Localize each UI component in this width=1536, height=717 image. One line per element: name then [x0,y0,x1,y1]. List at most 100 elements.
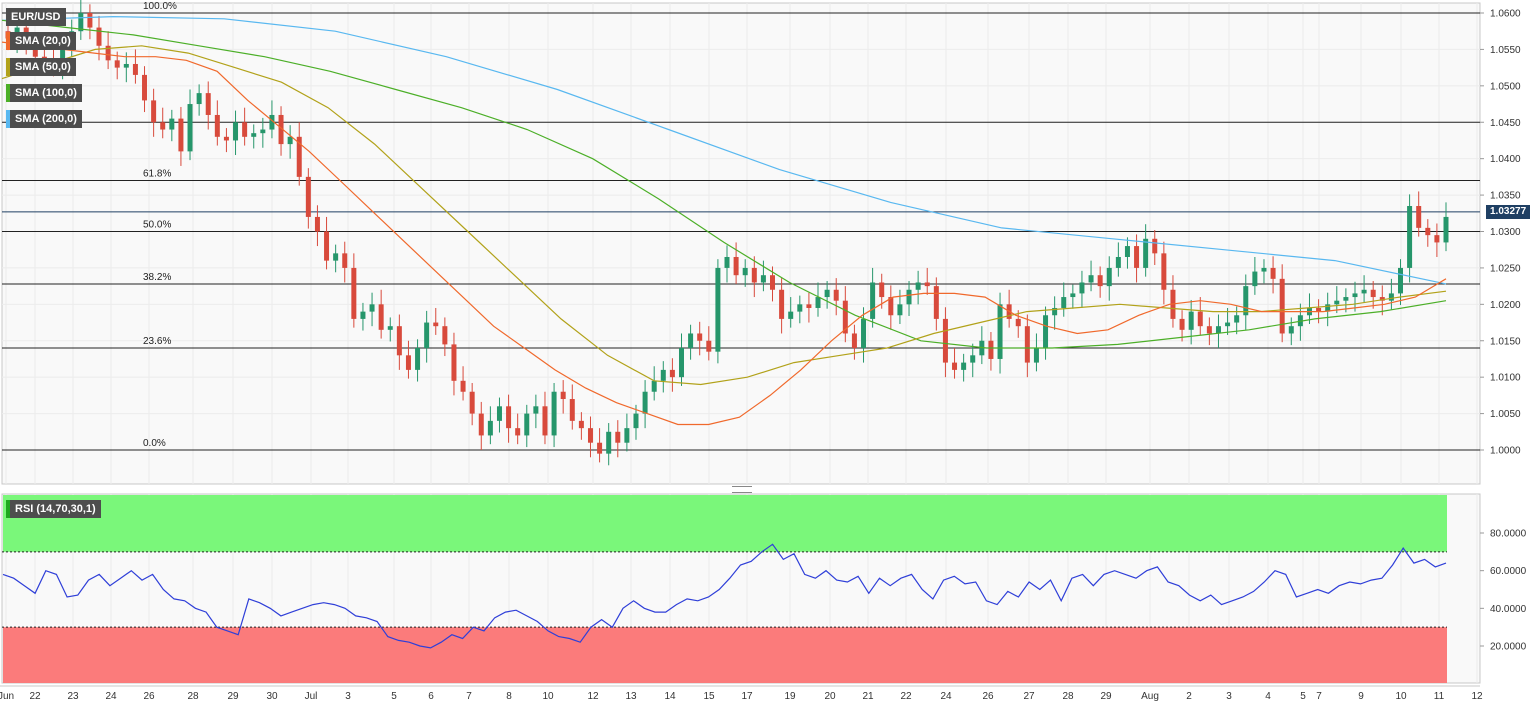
candle-body [697,333,703,341]
x-tick-label: 23 [67,691,79,702]
candle-body [451,344,457,381]
sma-20-line [1,41,1447,426]
candle-body [715,267,721,352]
candle-body [788,311,794,319]
candle-body [478,413,484,436]
legend-sma-50[interactable]: SMA (50,0) [6,58,76,76]
candle-body [342,253,348,268]
candle-body [1325,304,1331,312]
x-tick-label: 29 [1100,691,1112,702]
legend-rsi[interactable]: RSI (14,70,30,1) [6,500,101,518]
time-axis: Jun 22 23 24 26 28 29 30 Jul 3 5 6 7 8 10 12 13 14 15 17 19 2… [0,685,1483,702]
candle-body [433,322,439,327]
x-tick-label: 15 [703,691,715,702]
x-tick-label: 29 [227,691,239,702]
candle-body [305,176,311,217]
candle-body [1361,289,1367,294]
candle-body [96,27,102,46]
candle-body [87,13,93,28]
candle-body [1134,246,1140,268]
price-tick-label: 1.0200 [1490,300,1521,311]
candle-body [214,114,220,137]
candle-body [915,282,921,290]
candle-body [333,253,339,261]
x-tick-label: 9 [1358,691,1364,702]
candle-body [233,122,239,141]
candle-body [742,267,748,276]
legend-sma-100[interactable]: SMA (100,0) [6,84,82,102]
candle-body [1443,216,1449,243]
price-tick-label: 1.0500 [1490,81,1521,92]
candle-body [587,428,593,443]
candle-body [669,369,675,378]
rsi-tick-label: 40.0000 [1490,604,1527,615]
sma-200-line [1,15,1447,285]
candle-body [296,136,302,177]
legend-sma-20[interactable]: SMA (20,0) [6,32,76,50]
candle-body [1215,326,1221,334]
candle-body [751,267,757,283]
candle-body [1024,326,1030,363]
x-tick-label: 17 [741,691,753,702]
x-tick-label: 24 [105,691,117,702]
x-tick-label: 10 [542,691,554,702]
candle-body [1316,307,1322,312]
candle-body [351,267,357,319]
rsi-tick-label: 80.0000 [1490,529,1527,540]
candle-body [123,63,129,68]
candle-body [1197,311,1203,327]
x-tick-label: Aug [1141,691,1159,702]
candle-body [1152,238,1158,254]
candle-body [760,275,766,283]
price-plot-area [1,2,1481,485]
candle-body [442,326,448,345]
candle-body [970,355,976,363]
candle-body [178,118,184,152]
x-tick-label: 5 [391,691,397,702]
x-tick-label: 26 [982,691,994,702]
candle-body [515,428,521,436]
candle-body [942,318,948,363]
x-tick-label: 4 [1265,691,1271,702]
candle-body [1115,256,1121,268]
x-tick-label: 8 [506,691,512,702]
candle-body [933,286,939,319]
x-tick-label: 12 [587,691,599,702]
candle-body [706,340,712,352]
legend-sma-200[interactable]: SMA (200,0) [6,110,82,128]
candle-body [988,340,994,359]
panel-splitter-handle[interactable] [732,486,752,493]
rsi-tick-label: 60.0000 [1490,566,1527,577]
candle-body [1343,297,1349,301]
candle-body [60,42,66,68]
candle-body [142,74,148,101]
candle-body [469,391,475,414]
candle-body [1270,267,1276,279]
sma-20-swatch [6,32,10,50]
fib-label: 61.8% [143,169,171,180]
candle-body [578,420,584,429]
x-tick-label: 3 [345,691,351,702]
price-tick-label: 1.0300 [1490,227,1521,238]
candle-body [1370,289,1376,298]
price-tick-label: 1.0450 [1490,118,1521,129]
candle-body [597,442,603,454]
candle-body [815,297,821,308]
fib-label: 23.6% [143,336,171,347]
price-tick-label: 1.0550 [1490,45,1521,56]
price-tick-label: 1.0050 [1490,409,1521,420]
sma-50-swatch [6,58,10,76]
candle-body [287,136,293,145]
x-tick-label: Jun [0,691,14,702]
candle-body [1161,253,1167,290]
x-tick-label: 13 [625,691,637,702]
x-tick-label: 26 [143,691,155,702]
candle-body [151,100,157,123]
candle-body [633,413,639,429]
candle-body [624,428,630,443]
candle-body [1179,318,1185,330]
x-tick-label: 6 [428,691,434,702]
candle-body [1106,267,1112,287]
candle-body [251,133,257,137]
candle-body [269,114,275,130]
